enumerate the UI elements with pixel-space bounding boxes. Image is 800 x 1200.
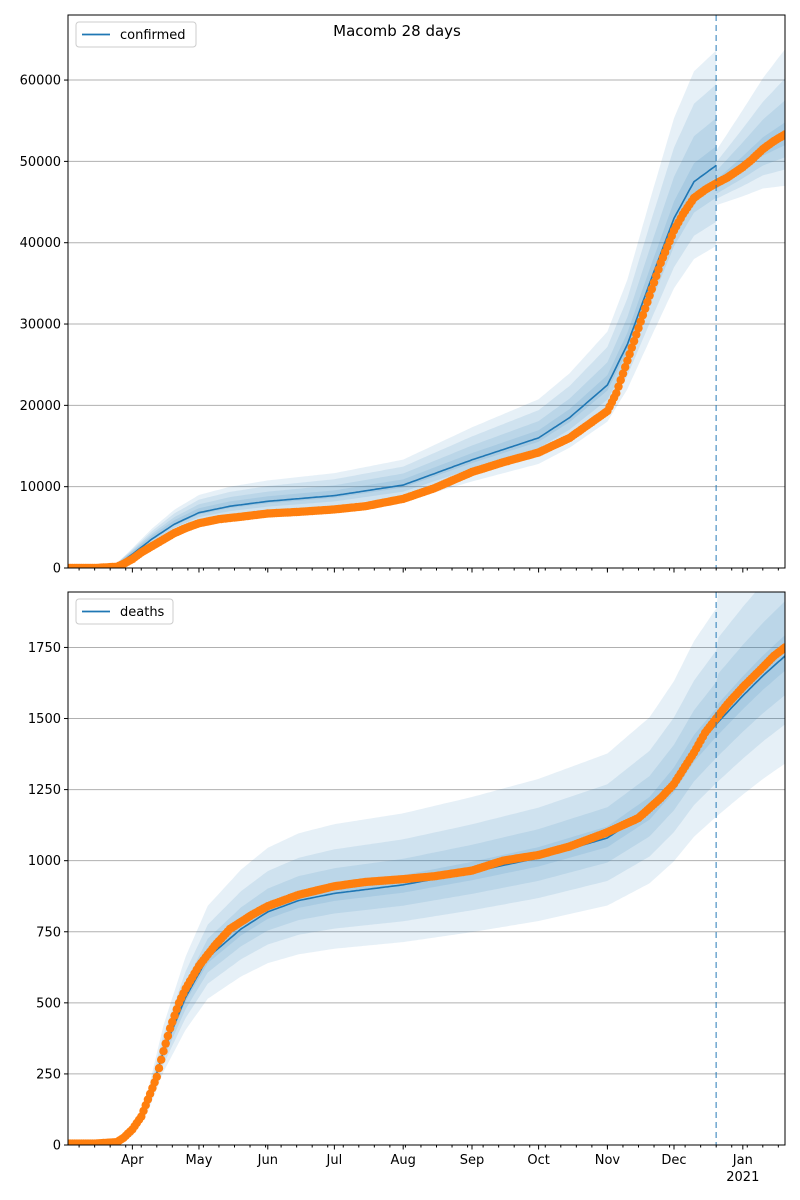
x-year-label: 2021 xyxy=(726,1170,759,1185)
x-month-label: Jun xyxy=(257,1153,278,1168)
x-month-label: Dec xyxy=(661,1153,686,1168)
y-tick-label: 30000 xyxy=(20,318,61,333)
uncertainty-band xyxy=(68,146,717,568)
legend: confirmed xyxy=(75,21,197,48)
x-month-label: Jul xyxy=(326,1153,343,1168)
observed-point xyxy=(625,349,634,359)
plot-area xyxy=(68,49,785,568)
y-tick-label: 1250 xyxy=(28,783,61,798)
y-tick-label: 10000 xyxy=(20,480,61,495)
observed-point xyxy=(634,323,643,333)
uncertainty-band xyxy=(68,118,717,568)
observed-point xyxy=(636,317,645,326)
uncertainty-band xyxy=(68,592,785,1145)
observed-point xyxy=(780,643,785,652)
x-month-label: Apr xyxy=(121,1153,144,1168)
observed-point xyxy=(632,330,641,339)
observed-point xyxy=(627,343,636,352)
axes-frame xyxy=(67,591,786,1146)
y-tick-label: 20000 xyxy=(20,399,61,414)
y-tick-label: 1500 xyxy=(28,712,61,727)
x-month-label: May xyxy=(186,1153,213,1168)
chart-title: Macomb 28 days xyxy=(333,22,461,40)
observed-point xyxy=(163,1031,173,1041)
axes-frame xyxy=(67,14,786,569)
y-tick-label: 750 xyxy=(36,925,61,940)
observed-point xyxy=(168,1017,177,1027)
x-month-label: Aug xyxy=(390,1153,415,1168)
legend-box xyxy=(75,598,174,625)
x-month-label: Jan xyxy=(732,1153,753,1168)
observed-point xyxy=(614,382,623,391)
observed-point xyxy=(645,291,654,300)
observed-point xyxy=(647,284,656,294)
x-month-label: Sep xyxy=(460,1153,485,1168)
observed-point xyxy=(621,362,630,372)
forecast-band xyxy=(716,49,785,206)
observed-point xyxy=(618,369,628,378)
y-tick-label: 0 xyxy=(53,1139,61,1154)
y-tick-label: 50000 xyxy=(20,155,61,170)
model-line xyxy=(68,164,717,568)
y-tick-label: 0 xyxy=(53,562,61,577)
y-tick-label: 1750 xyxy=(28,641,61,656)
observed-point xyxy=(649,278,659,287)
y-tick-label: 500 xyxy=(36,996,61,1011)
observed-point xyxy=(780,130,785,139)
observed-point xyxy=(643,297,652,307)
y-tick-label: 60000 xyxy=(20,74,61,89)
observed-point xyxy=(154,1064,164,1073)
observed-point xyxy=(612,389,621,398)
observed-point xyxy=(623,356,632,365)
x-month-label: Oct xyxy=(527,1153,549,1168)
observed-point xyxy=(629,336,639,346)
y-tick-label: 40000 xyxy=(20,236,61,251)
observed-point xyxy=(152,1072,161,1082)
observed-point xyxy=(159,1047,168,1056)
observed-point xyxy=(616,375,625,385)
observed-point xyxy=(170,1011,179,1020)
plot-area xyxy=(68,592,785,1145)
observed-point xyxy=(641,304,650,313)
y-tick-label: 250 xyxy=(36,1067,61,1082)
legend: deaths xyxy=(75,598,174,625)
legend-label: confirmed xyxy=(120,28,186,43)
observed-point xyxy=(161,1039,170,1048)
observed-point xyxy=(165,1024,175,1033)
observed-point xyxy=(652,271,661,281)
confirmed-panel: 0 10000 20000 30000 40000 50000 60000 confirmed xyxy=(20,14,786,577)
legend-label: deaths xyxy=(120,605,165,620)
y-tick-label: 1000 xyxy=(28,854,61,869)
deaths-panel: 0 250 500 750 1000 1250 1500 1750 Apr May Jun Jul Au… xyxy=(28,591,786,1185)
uncertainty-band xyxy=(68,592,785,1145)
x-month-label: Nov xyxy=(595,1153,621,1168)
legend-box xyxy=(75,21,197,48)
observed-point xyxy=(157,1055,166,1064)
uncertainty-band xyxy=(68,50,717,568)
uncertainty-band xyxy=(68,84,717,568)
observed-point xyxy=(638,310,648,320)
observed-point xyxy=(172,1005,181,1014)
observed-point xyxy=(654,265,663,274)
